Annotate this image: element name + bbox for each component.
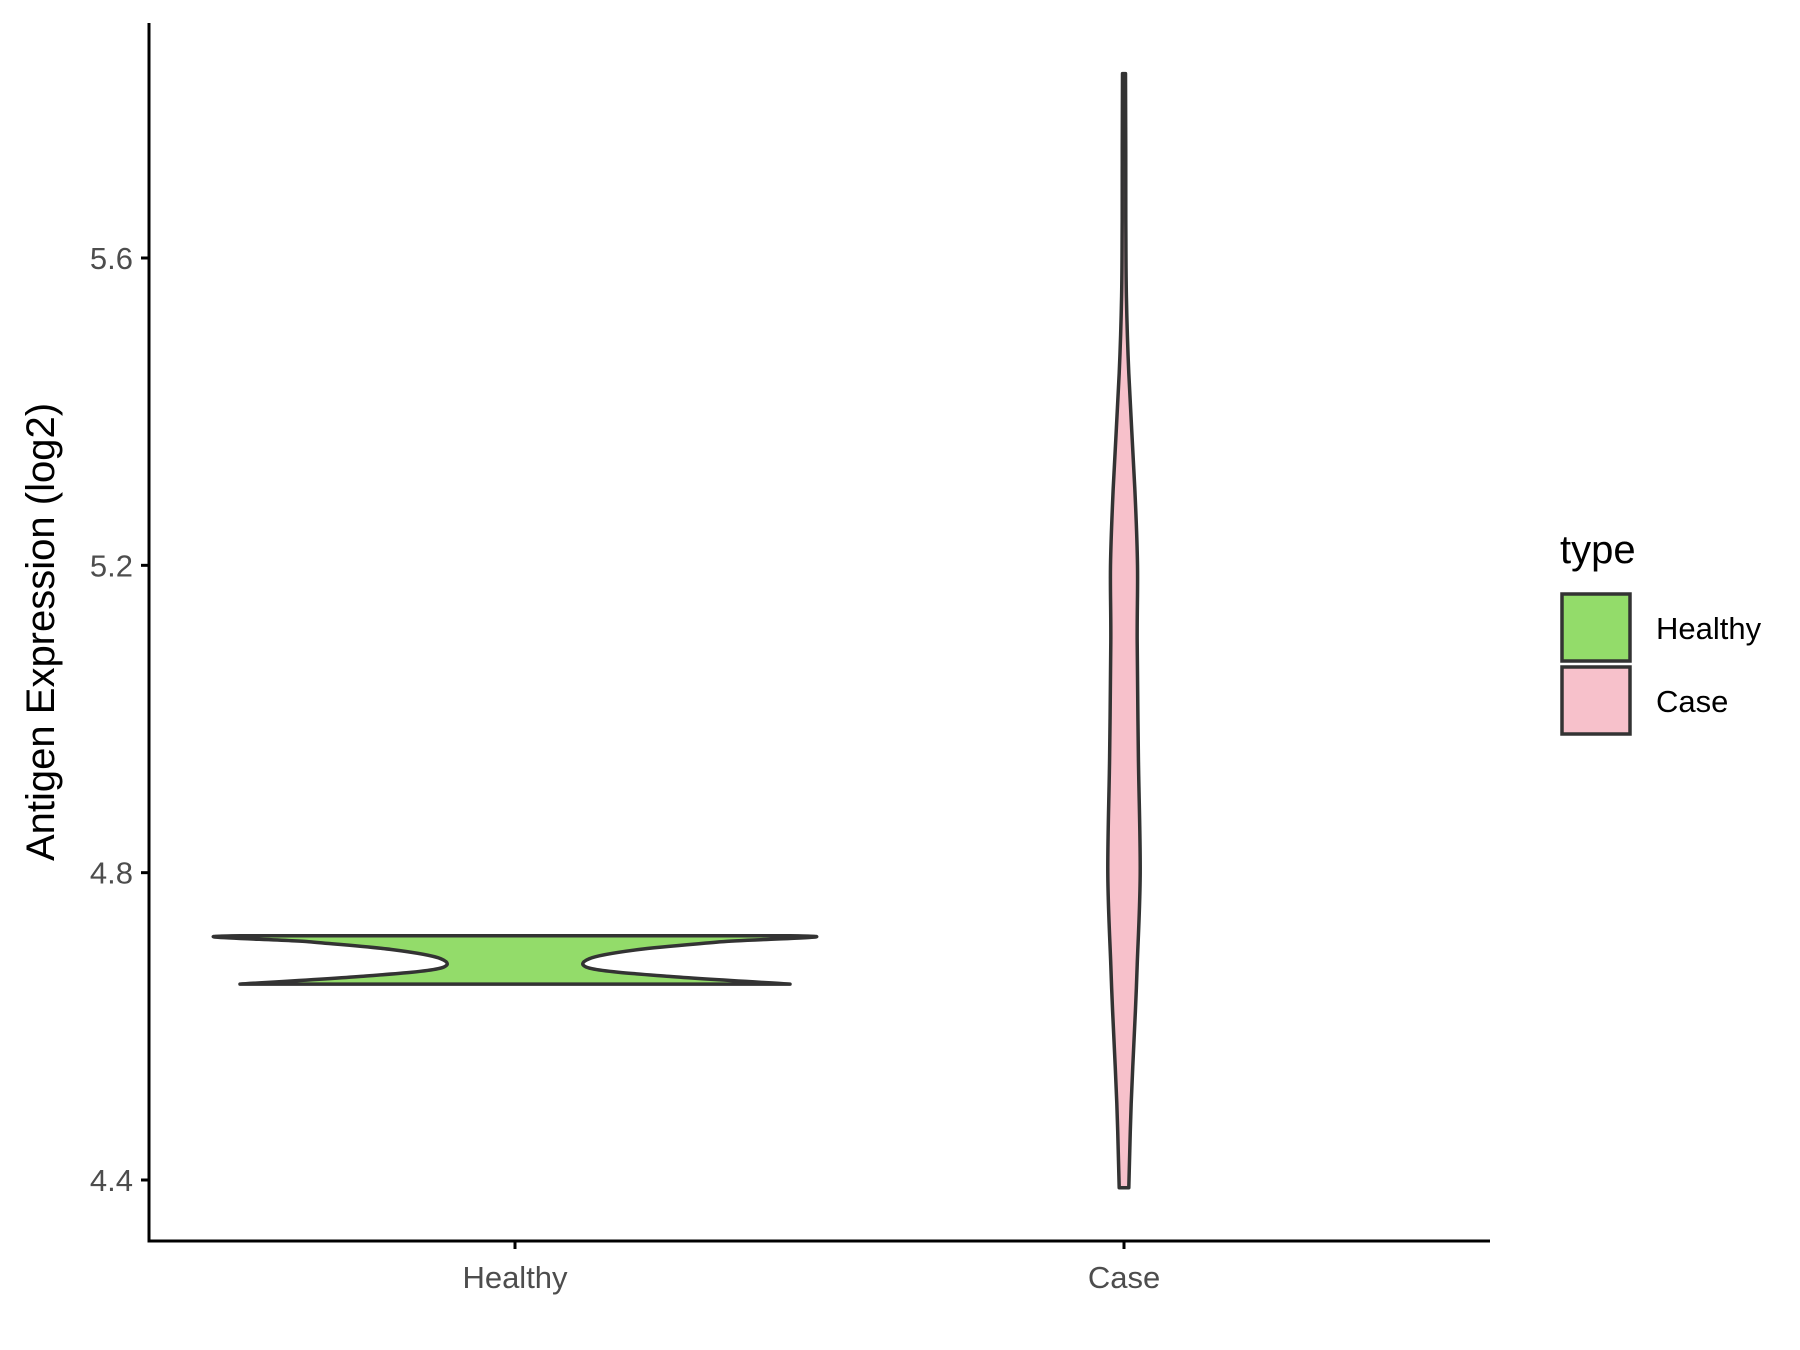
y-tick-label: 5.2: [90, 548, 133, 583]
violin-case: [1106, 71, 1142, 1190]
legend-label-healthy: Healthy: [1656, 611, 1762, 646]
x-tick-label: Healthy: [462, 1260, 568, 1295]
legend-key-case: [1560, 665, 1632, 736]
y-ticks: 4.4 4.8 5.2 5.6: [90, 241, 149, 1198]
violins: [211, 71, 1142, 1190]
violin-healthy: [211, 933, 819, 986]
y-axis-title: Antigen Expression (log2): [19, 403, 63, 861]
y-tick-label: 4.4: [90, 1163, 133, 1198]
x-tick-label: Case: [1088, 1260, 1160, 1295]
legend-label-case: Case: [1656, 684, 1728, 719]
axes: [147, 23, 1490, 1243]
x-ticks: Healthy Case: [462, 1241, 1160, 1295]
legend-key-healthy: [1560, 592, 1632, 663]
legend: type Healthy Case: [1560, 528, 1762, 736]
y-tick-label: 5.6: [90, 241, 133, 276]
legend-title: type: [1560, 528, 1636, 572]
y-tick-label: 4.8: [90, 856, 133, 891]
